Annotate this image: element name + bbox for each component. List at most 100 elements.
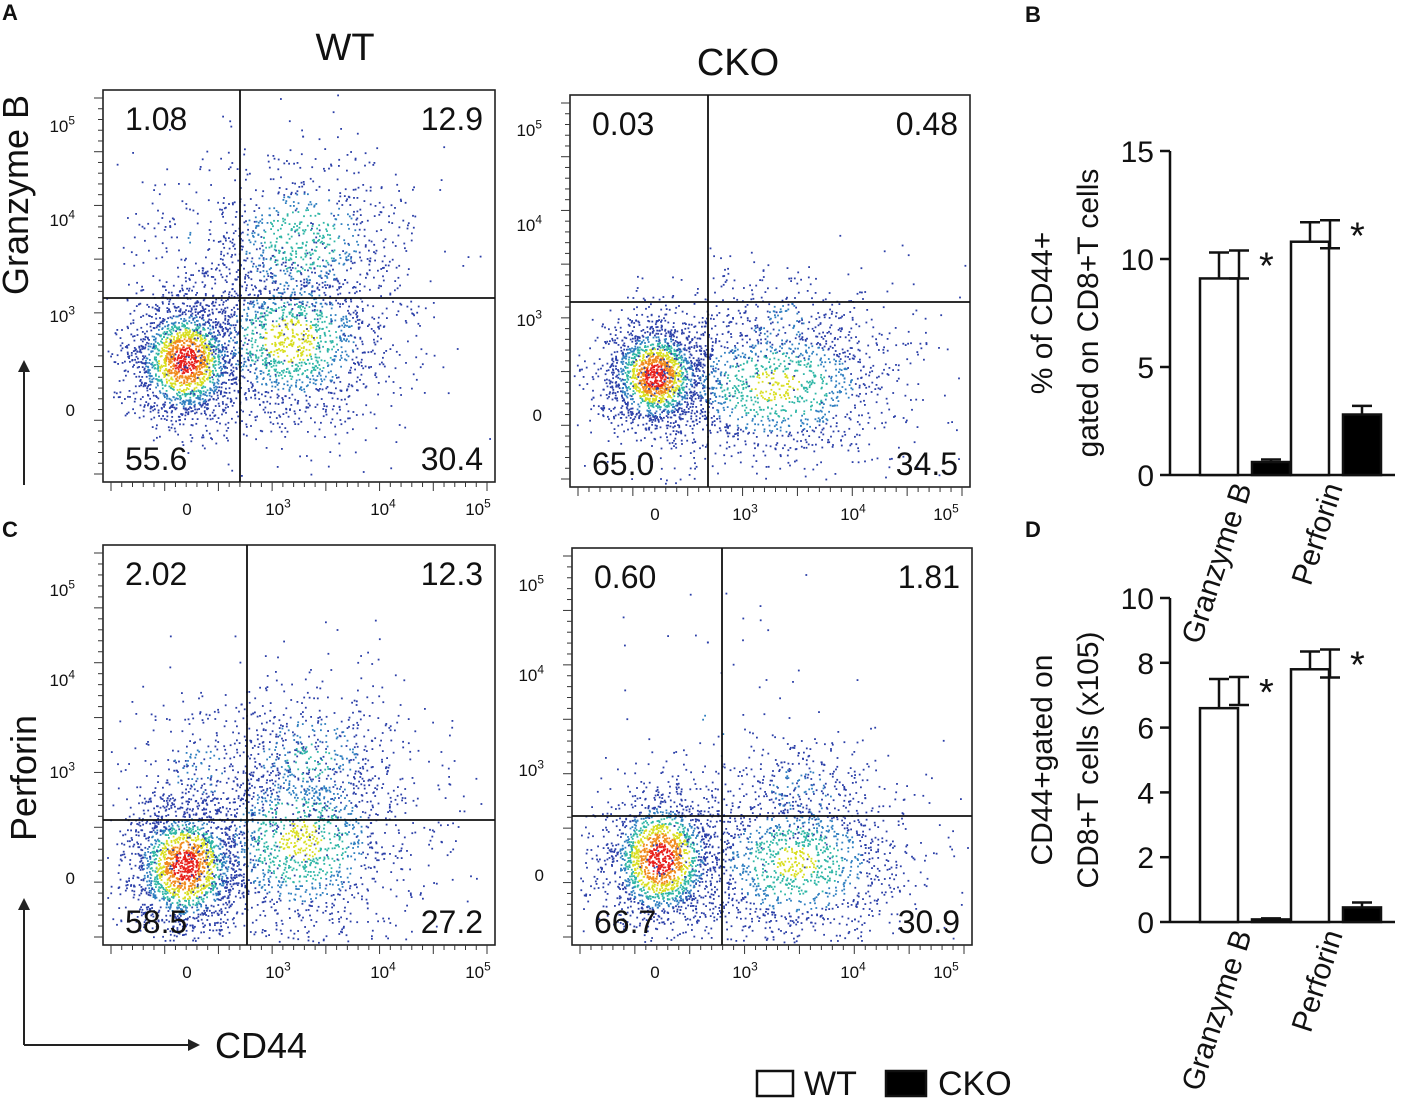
event-dot <box>641 360 644 362</box>
event-dot <box>211 311 214 314</box>
event-dot <box>180 360 183 363</box>
event-dot <box>183 353 186 356</box>
event-dot <box>675 362 678 365</box>
event-dot <box>198 323 201 325</box>
event-dot <box>338 254 341 256</box>
event-dot <box>220 157 222 160</box>
event-dot <box>285 407 287 410</box>
event-dot <box>250 303 253 305</box>
event-dot <box>264 331 267 334</box>
event-dot <box>201 269 204 272</box>
event-dot <box>338 337 341 339</box>
event-dot <box>651 414 654 417</box>
event-dot <box>161 407 163 410</box>
event-dot <box>321 388 324 391</box>
event-dot <box>303 330 305 333</box>
event-dot <box>394 280 397 282</box>
event-dot <box>636 408 639 411</box>
event-dot <box>300 352 302 355</box>
event-dot <box>185 207 188 210</box>
event-dot <box>327 364 330 367</box>
event-dot <box>392 241 394 244</box>
event-dot <box>155 359 158 362</box>
event-dot <box>649 387 651 389</box>
event-dot <box>278 235 281 238</box>
event-dot <box>233 336 236 339</box>
event-dot <box>170 399 173 402</box>
event-dot <box>262 371 265 374</box>
event-dot <box>169 356 172 358</box>
event-dot <box>197 325 199 328</box>
event-dot <box>672 393 675 396</box>
event-dot <box>338 286 341 288</box>
event-dot <box>152 365 155 368</box>
event-dot <box>277 292 280 294</box>
event-dot <box>311 336 313 339</box>
event-dot <box>224 290 226 293</box>
event-dot <box>274 261 277 263</box>
event-dot <box>350 325 353 327</box>
event-dot <box>126 299 129 302</box>
event-dot <box>195 361 198 363</box>
event-dot <box>165 356 168 359</box>
event-dot <box>142 409 145 412</box>
event-dot <box>296 162 299 164</box>
event-dot <box>283 251 286 254</box>
event-dot <box>238 299 240 302</box>
event-dot <box>207 355 209 358</box>
event-dot <box>185 272 187 274</box>
event-dot <box>342 318 345 321</box>
event-dot <box>187 327 190 330</box>
event-dot <box>181 313 184 316</box>
event-dot <box>185 370 187 373</box>
event-dot <box>660 319 663 322</box>
event-dot <box>282 362 284 365</box>
event-dot <box>657 382 659 385</box>
event-dot <box>265 270 268 273</box>
event-dot <box>671 384 674 387</box>
event-dot <box>246 333 249 336</box>
event-dot <box>126 298 129 300</box>
event-dot <box>287 328 289 331</box>
event-dot <box>666 353 669 356</box>
event-dot <box>273 232 275 235</box>
event-dot <box>216 386 219 389</box>
event-dot <box>194 408 196 411</box>
event-dot <box>311 166 314 169</box>
event-dot <box>303 390 306 393</box>
event-dot <box>207 321 209 323</box>
event-dot <box>406 305 409 308</box>
event-dot <box>651 363 653 365</box>
event-dot <box>667 393 670 396</box>
event-dot <box>261 430 264 433</box>
event-dot <box>585 366 588 369</box>
event-dot <box>252 262 255 265</box>
event-dot <box>616 435 619 438</box>
event-dot <box>357 171 360 174</box>
event-dot <box>262 408 265 411</box>
event-dot <box>675 430 678 433</box>
event-dot <box>282 387 285 390</box>
event-dot <box>176 362 178 365</box>
event-dot <box>286 326 288 329</box>
event-dot <box>136 366 139 369</box>
event-dot <box>202 309 205 312</box>
event-dot <box>164 365 167 367</box>
event-dot <box>312 362 314 365</box>
event-dot <box>257 264 260 267</box>
event-dot <box>351 349 354 352</box>
event-dot <box>170 376 173 379</box>
event-dot <box>311 374 314 377</box>
event-dot <box>308 354 311 357</box>
event-dot <box>237 276 240 278</box>
event-dot <box>144 343 147 346</box>
event-dot <box>685 361 688 364</box>
event-dot <box>366 273 369 276</box>
event-dot <box>310 229 312 231</box>
event-dot <box>261 245 264 247</box>
event-dot <box>318 356 321 359</box>
event-dot <box>591 318 594 321</box>
event-dot <box>158 362 160 365</box>
event-dot <box>162 372 164 375</box>
